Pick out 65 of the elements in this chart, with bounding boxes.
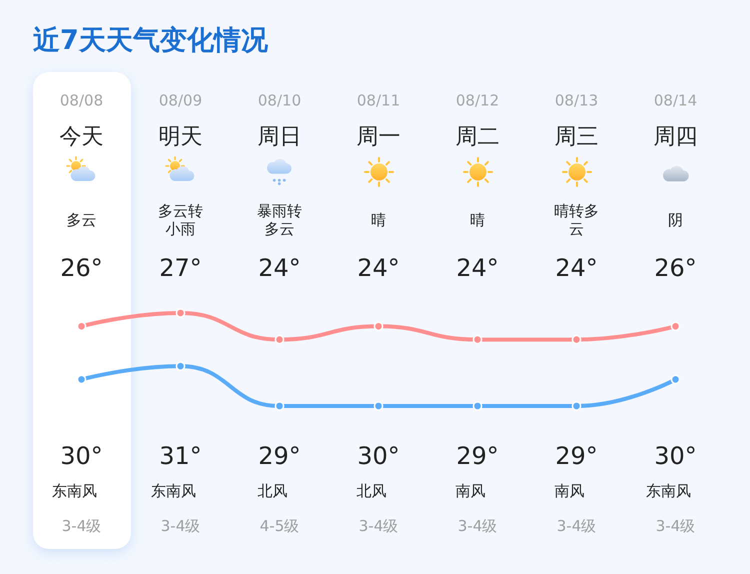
x-tick-label: 08/08 — [60, 92, 104, 110]
x-tick-label: 08/11 — [356, 92, 400, 110]
text: 周日 — [258, 124, 302, 150]
text: 多云 — [264, 220, 294, 238]
text: 南风 — [456, 482, 486, 500]
data-label: 24° — [357, 254, 400, 282]
text: 周四 — [654, 124, 698, 150]
text: 明天 — [158, 124, 202, 150]
text: 3-4级 — [556, 517, 596, 535]
data-label: 27° — [159, 254, 202, 282]
text: 周一 — [356, 124, 400, 150]
text: 东南风 — [151, 482, 196, 500]
text: 暴雨转 — [257, 202, 302, 220]
text: 周二 — [456, 124, 500, 150]
text: 3-4级 — [160, 517, 200, 535]
x-tick-label: 08/09 — [158, 92, 202, 110]
point — [274, 334, 284, 344]
point — [670, 322, 680, 332]
data-label: 24° — [456, 254, 499, 282]
point — [76, 322, 86, 332]
point — [176, 361, 186, 371]
data-label: 26° — [654, 254, 697, 282]
text: 晴 — [371, 211, 386, 229]
text: 4-5级 — [260, 517, 300, 535]
text: 北风 — [258, 482, 288, 500]
text: 3-4级 — [656, 517, 696, 535]
x-tick-label: 08/10 — [258, 92, 302, 110]
text: 晴 — [470, 211, 485, 229]
point — [176, 308, 186, 318]
x-tick-label: 08/14 — [654, 92, 698, 110]
point — [572, 334, 582, 344]
text: 3-4级 — [358, 517, 398, 535]
data-label: 24° — [555, 254, 598, 282]
data-label: 30° — [357, 442, 400, 470]
text: 今天 — [60, 124, 104, 150]
point — [472, 401, 482, 411]
point — [670, 374, 680, 384]
data-label: 30° — [654, 442, 697, 470]
text: 多云 — [66, 211, 96, 229]
text: 北风 — [356, 482, 386, 500]
point — [472, 334, 482, 344]
point — [274, 401, 284, 411]
point — [76, 374, 86, 384]
text: 3-4级 — [458, 517, 498, 535]
text: 阴 — [668, 211, 683, 229]
data-label: 29° — [555, 442, 598, 470]
point — [374, 322, 384, 332]
point — [572, 401, 582, 411]
x-tick-label: 08/13 — [554, 92, 598, 110]
text: 多云转小雨 — [158, 202, 203, 238]
data-label: 29° — [456, 442, 499, 470]
chart-title: 近7天天气变化情况 — [33, 25, 269, 56]
point — [374, 401, 384, 411]
text: 3-4级 — [62, 517, 102, 535]
text: 晴转多云 — [554, 202, 599, 238]
data-label: 31° — [159, 442, 202, 470]
x-tick-label: 08/12 — [456, 92, 500, 110]
text: 东南风 — [646, 482, 691, 500]
text: 东南风 — [52, 482, 97, 500]
data-label: 24° — [258, 254, 301, 282]
text: 南风 — [554, 482, 584, 500]
data-label: 29° — [258, 442, 301, 470]
text: 周三 — [554, 124, 598, 150]
data-label: 30° — [60, 442, 103, 470]
data-label: 26° — [60, 254, 103, 282]
